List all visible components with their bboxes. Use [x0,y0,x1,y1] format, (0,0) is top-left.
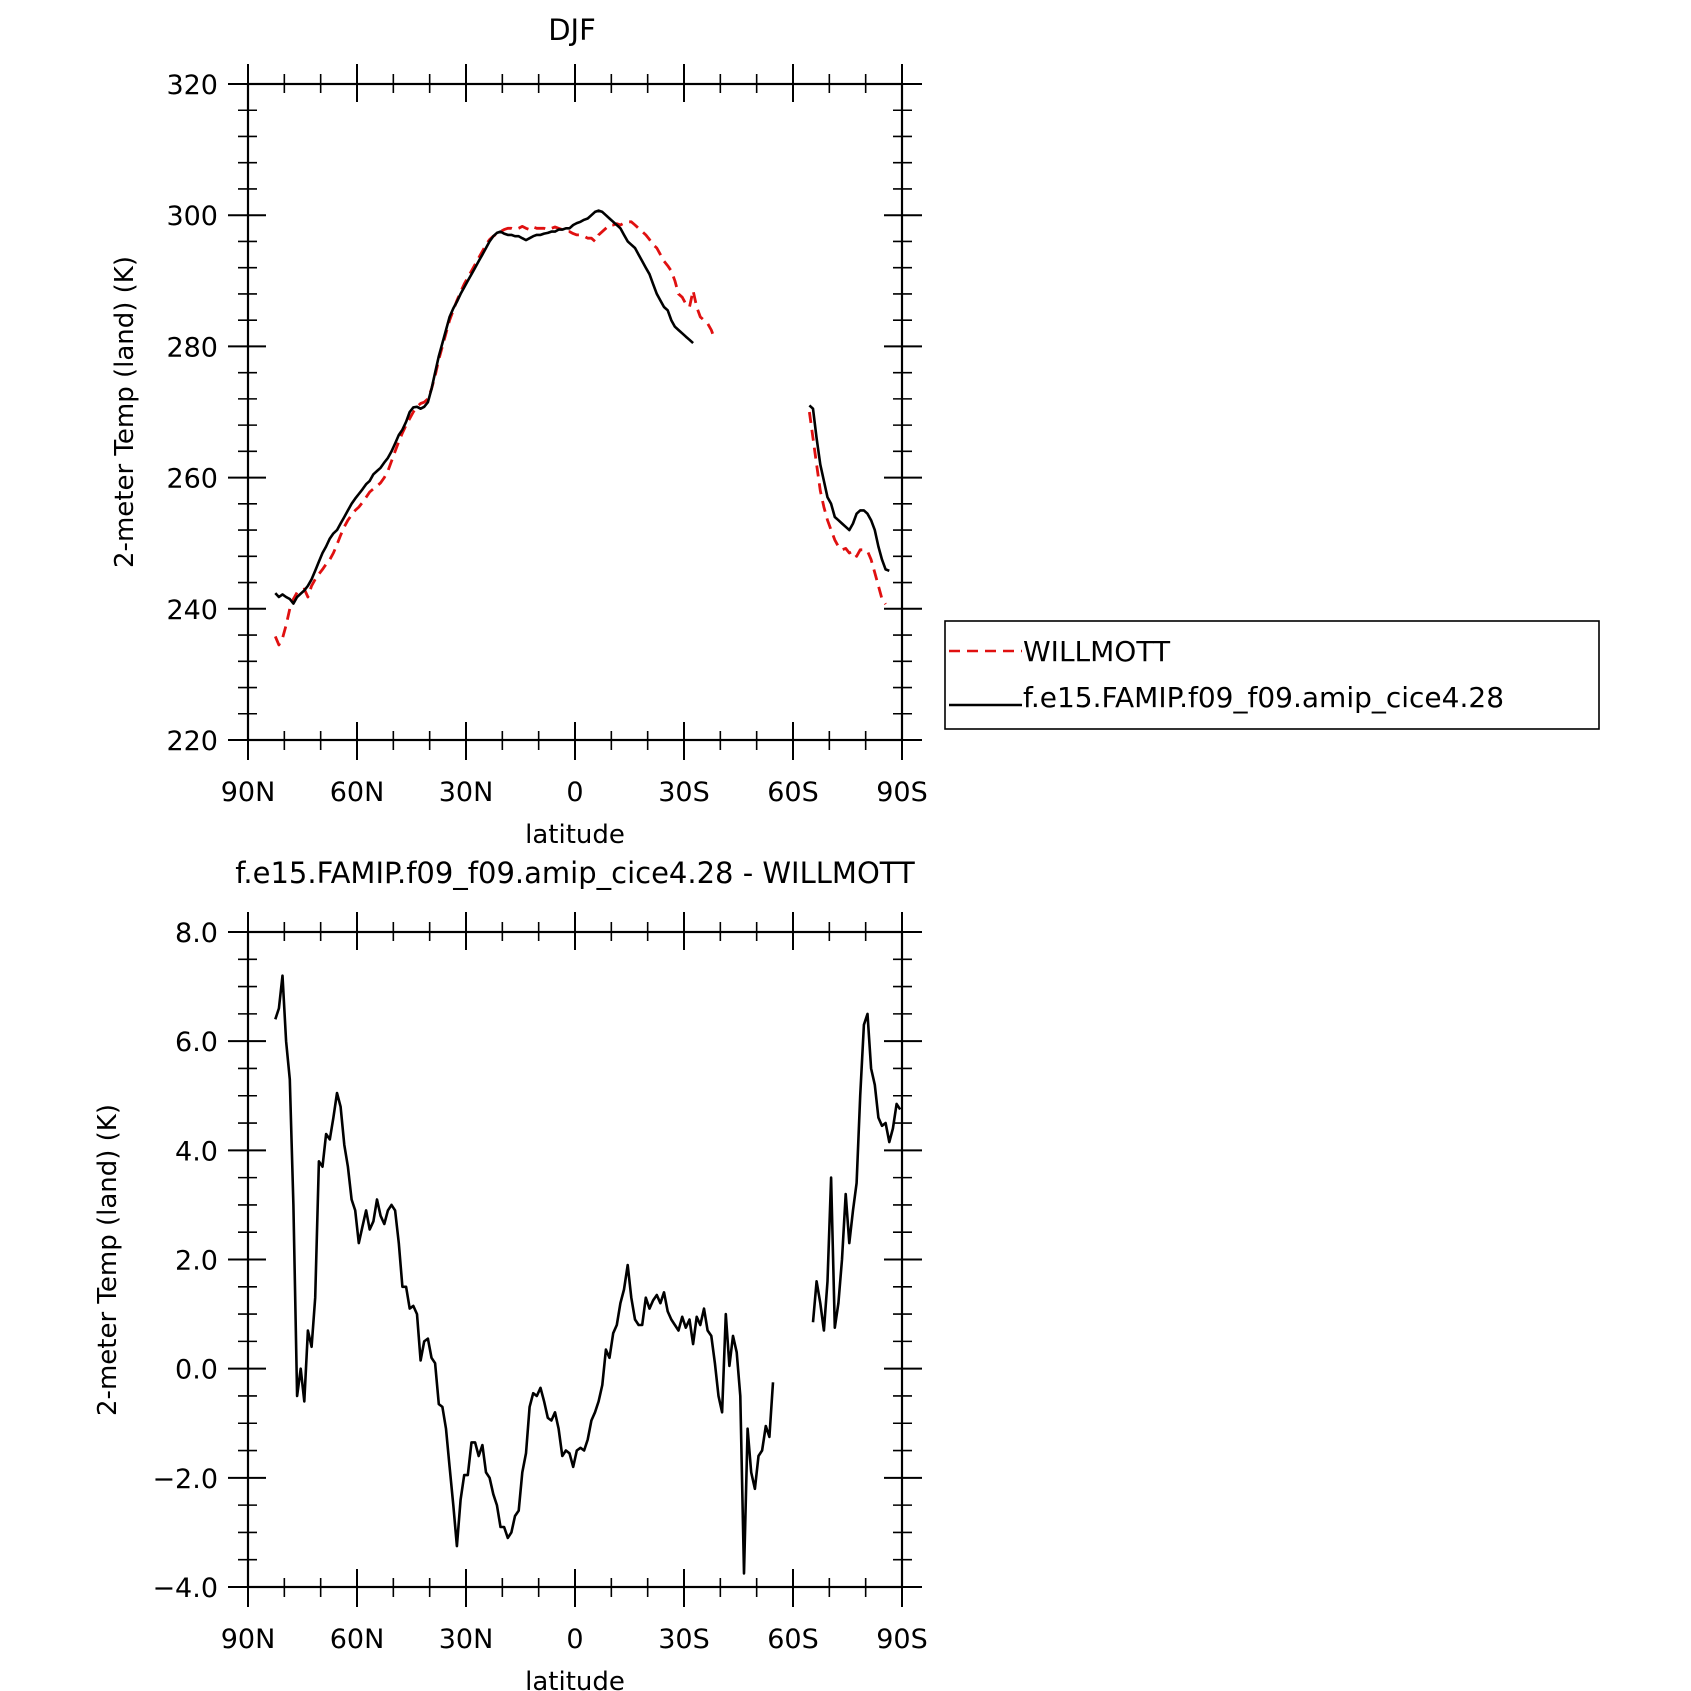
legend-label-willmott: WILLMOTT [1023,635,1171,668]
y-tick-label: 4.0 [175,1136,218,1167]
y-tick-label: 300 [166,201,218,232]
legend-label-model: f.e15.FAMIP.f09_f09.amip_cice4.28 [1023,681,1504,714]
y-tick-label: 320 [166,70,218,101]
x-tick-label: 30N [439,1624,494,1655]
y-tick-label: 2.0 [175,1246,218,1277]
x-tick-label: 90S [876,777,928,808]
x-tick-label: 0 [566,777,583,808]
model-line [274,974,775,1575]
x-tick-label: 60N [330,1624,385,1655]
x-tick-label: 0 [566,1624,583,1655]
willmott-line [808,411,887,605]
y-tick-label: −2.0 [152,1464,218,1495]
chart-title: f.e15.FAMIP.f09_f09.amip_cice4.28 - WILL… [235,856,915,890]
x-axis-label: latitude [525,1667,625,1691]
series-lines [274,209,890,647]
plot-frame [246,82,904,742]
x-tick-labels: 90N 60N 30N 0 30S 60S 90S [221,777,928,808]
x-tick-label: 30S [658,777,710,808]
willmott-line [274,220,717,647]
legend-box [944,620,1600,730]
axis-ticks [228,912,922,1607]
x-axis-label: latitude [525,820,625,850]
x-tick-label: 90N [221,1624,276,1655]
y-tick-labels: −4.0 −2.0 0.0 2.0 4.0 6.0 8.0 [152,918,218,1604]
axis-ticks [228,64,922,760]
model-line [808,404,890,573]
series-lines [274,974,902,1575]
model-line [811,1012,902,1332]
y-axis-label: 2-meter Temp (land) (K) [110,256,140,568]
x-tick-labels: 90N 60N 30N 0 30S 60S 90S [221,1624,928,1655]
x-tick-label: 90N [221,777,276,808]
y-tick-label: 220 [166,726,218,757]
x-tick-label: 60S [767,1624,819,1655]
y-tick-label: 8.0 [175,918,218,949]
y-tick-label: 6.0 [175,1027,218,1058]
y-axis-label: 2-meter Temp (land) (K) [93,1104,123,1416]
x-tick-label: 60N [330,777,385,808]
legend: WILLMOTT f.e15.FAMIP.f09_f09.amip_cice4.… [944,620,1600,730]
y-tick-label: −4.0 [152,1573,218,1604]
plot-frame [246,930,904,1589]
x-tick-label: 60S [767,777,819,808]
model-line [274,209,694,605]
x-tick-label: 30S [658,1624,710,1655]
x-tick-label: 30N [439,777,494,808]
chart-title: DJF [548,13,596,47]
y-tick-label: 260 [166,464,218,495]
y-tick-label: 240 [166,595,218,626]
y-tick-labels: 220 240 260 280 300 320 [166,70,218,757]
x-tick-label: 90S [876,1624,928,1655]
y-tick-label: 280 [166,332,218,363]
bottom-chart: f.e15.FAMIP.f09_f09.amip_cice4.28 - WILL… [93,856,928,1691]
y-tick-label: 0.0 [175,1355,218,1386]
